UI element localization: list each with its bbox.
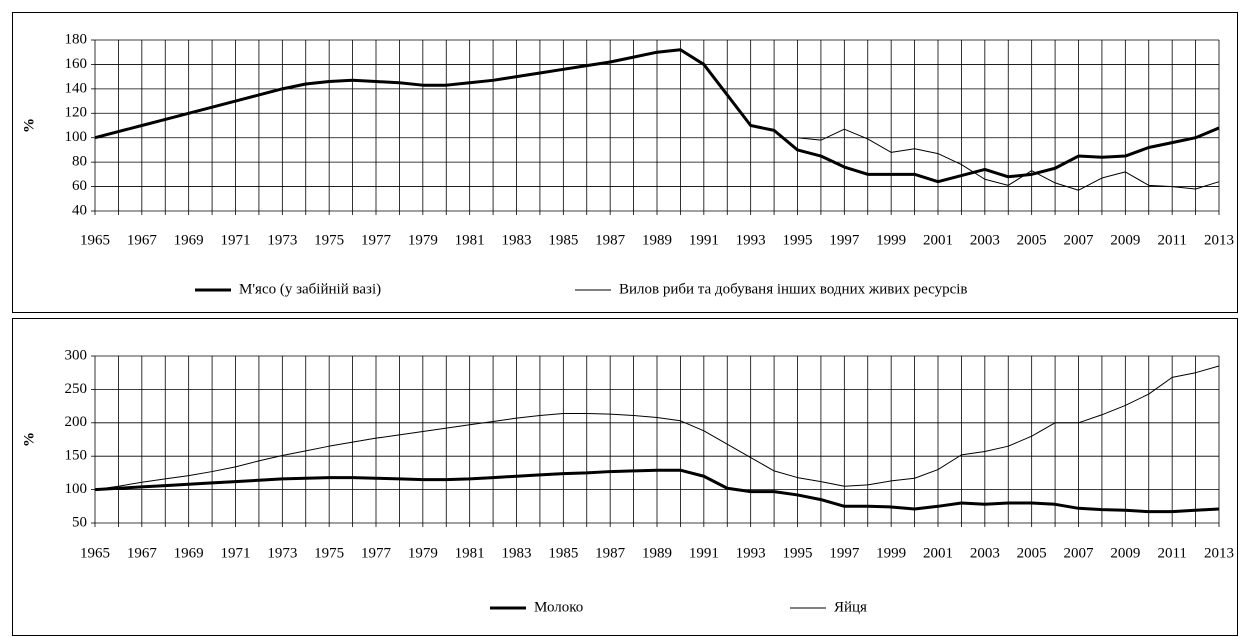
x-tick-label: 1999 bbox=[876, 545, 906, 561]
y-axis-label: % bbox=[21, 432, 37, 447]
x-tick-label: 1989 bbox=[642, 232, 672, 248]
x-tick-label: 1979 bbox=[408, 545, 438, 561]
x-tick-label: 1987 bbox=[595, 545, 626, 561]
chart-frame bbox=[12, 318, 1238, 636]
y-axis-label: % bbox=[21, 118, 37, 133]
x-tick-label: 1965 bbox=[80, 232, 110, 248]
x-tick-label: 1977 bbox=[361, 232, 392, 248]
x-tick-label: 2011 bbox=[1157, 545, 1186, 561]
y-tick-label: 100 bbox=[65, 481, 88, 497]
x-tick-label: 1975 bbox=[314, 232, 344, 248]
x-tick-label: 2005 bbox=[1017, 232, 1047, 248]
y-tick-label: 200 bbox=[65, 414, 88, 430]
y-tick-label: 100 bbox=[65, 129, 88, 145]
x-tick-label: 1965 bbox=[80, 545, 110, 561]
legend-label: Вилов риби та добуваня інших водних живи… bbox=[619, 281, 968, 297]
x-tick-label: 2001 bbox=[923, 545, 953, 561]
x-tick-label: 1971 bbox=[221, 232, 251, 248]
y-tick-label: 140 bbox=[65, 80, 88, 96]
x-tick-label: 2001 bbox=[923, 232, 953, 248]
y-tick-label: 150 bbox=[65, 448, 88, 464]
x-tick-label: 1991 bbox=[689, 232, 719, 248]
y-tick-label: 120 bbox=[65, 105, 88, 121]
x-tick-label: 1981 bbox=[455, 232, 485, 248]
x-tick-label: 2013 bbox=[1204, 545, 1234, 561]
y-tick-label: 180 bbox=[65, 31, 88, 47]
x-tick-label: 1979 bbox=[408, 232, 438, 248]
legend-label: Яйця bbox=[834, 599, 867, 615]
x-tick-label: 1973 bbox=[267, 232, 297, 248]
x-tick-label: 1999 bbox=[876, 232, 906, 248]
chart-frame bbox=[12, 12, 1238, 313]
x-tick-label: 1981 bbox=[455, 545, 485, 561]
x-tick-label: 2013 bbox=[1204, 232, 1234, 248]
series-line bbox=[94, 365, 1220, 491]
series-line bbox=[797, 128, 1220, 191]
y-tick-label: 40 bbox=[72, 202, 87, 218]
x-tick-label: 1971 bbox=[221, 545, 251, 561]
y-tick-label: 50 bbox=[72, 514, 87, 530]
x-tick-label: 1969 bbox=[174, 545, 204, 561]
x-tick-label: 1973 bbox=[267, 545, 297, 561]
y-tick-label: 60 bbox=[72, 178, 87, 194]
x-tick-label: 1991 bbox=[689, 545, 719, 561]
x-tick-label: 1993 bbox=[736, 545, 766, 561]
x-tick-label: 2003 bbox=[970, 232, 1000, 248]
x-tick-label: 1967 bbox=[127, 232, 158, 248]
x-tick-label: 1967 bbox=[127, 545, 158, 561]
x-tick-label: 1977 bbox=[361, 545, 392, 561]
legend-label: Молоко bbox=[534, 599, 583, 615]
y-tick-label: 300 bbox=[65, 347, 88, 363]
x-tick-label: 2009 bbox=[1110, 545, 1140, 561]
x-tick-label: 1997 bbox=[829, 545, 860, 561]
x-tick-label: 1995 bbox=[783, 232, 813, 248]
x-tick-label: 2007 bbox=[1064, 232, 1095, 248]
x-tick-label: 1995 bbox=[783, 545, 813, 561]
y-tick-label: 250 bbox=[65, 381, 88, 397]
x-tick-label: 1975 bbox=[314, 545, 344, 561]
x-tick-label: 1969 bbox=[174, 232, 204, 248]
x-tick-label: 1983 bbox=[502, 232, 532, 248]
x-tick-label: 1987 bbox=[595, 232, 626, 248]
x-tick-label: 1997 bbox=[829, 232, 860, 248]
y-tick-label: 160 bbox=[65, 56, 88, 72]
x-tick-label: 2011 bbox=[1157, 232, 1186, 248]
x-tick-label: 1993 bbox=[736, 232, 766, 248]
y-tick-label: 80 bbox=[72, 154, 87, 170]
x-tick-label: 2007 bbox=[1064, 545, 1095, 561]
legend-label: М'ясо (у забійній вазі) bbox=[239, 281, 381, 297]
x-tick-label: 1985 bbox=[548, 232, 578, 248]
x-tick-label: 1989 bbox=[642, 545, 672, 561]
x-tick-label: 2009 bbox=[1110, 232, 1140, 248]
x-tick-label: 2003 bbox=[970, 545, 1000, 561]
x-tick-label: 2005 bbox=[1017, 545, 1047, 561]
series-line bbox=[94, 48, 1220, 184]
x-tick-label: 1985 bbox=[548, 545, 578, 561]
series-line bbox=[94, 468, 1220, 514]
x-tick-label: 1983 bbox=[502, 545, 532, 561]
